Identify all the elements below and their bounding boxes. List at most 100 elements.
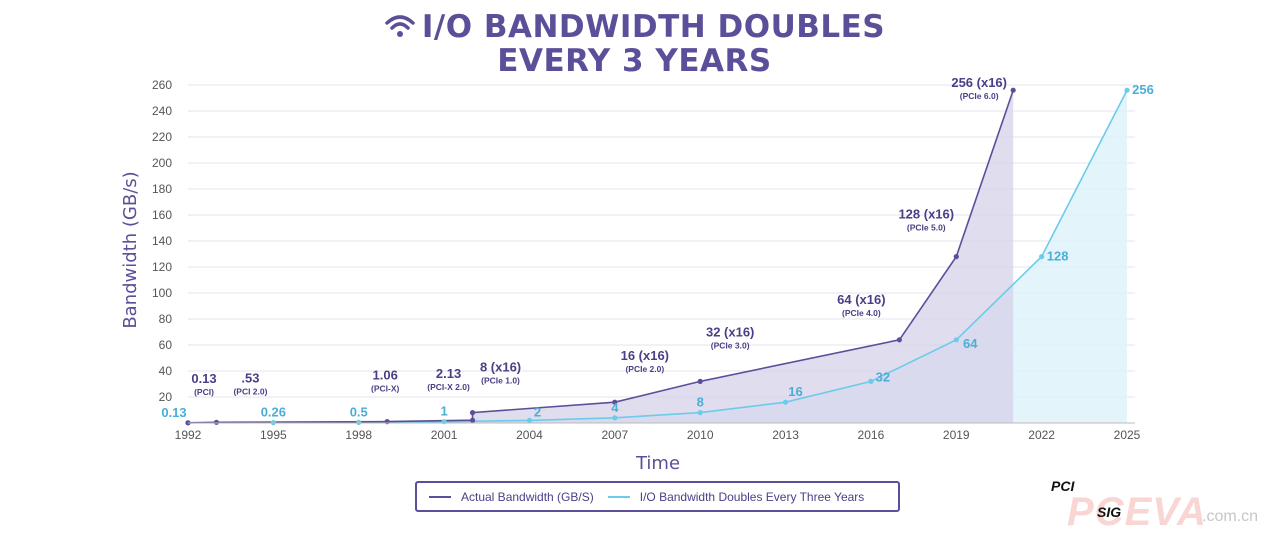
x-tick-label: 2004 — [516, 428, 543, 442]
actual-data-label: 0.13 — [191, 371, 216, 386]
legend-swatch-doubles — [607, 495, 630, 498]
pci-sig-logo: PCEVA .com.cn PCI SIG — [1047, 478, 1258, 534]
doubles-data-label: 0.13 — [161, 405, 186, 420]
area-fills — [188, 90, 1127, 423]
doubles-data-label: 4 — [611, 400, 619, 415]
y-tick-label: 220 — [152, 130, 172, 144]
doubles-point — [782, 399, 789, 405]
title-line-1: I/O BANDWIDTH DOUBLES — [0, 10, 1269, 44]
actual-data-label: 2.13 — [436, 366, 461, 381]
wifi-icon — [385, 15, 415, 37]
doubles-point — [953, 337, 959, 343]
y-tick-label: 240 — [152, 104, 172, 118]
doubles-point — [356, 419, 362, 425]
y-tick-label: 160 — [152, 208, 172, 222]
actual-point — [697, 378, 703, 384]
x-tick-label: 2010 — [687, 428, 714, 442]
series-points — [185, 87, 1130, 426]
actual-point — [213, 419, 220, 425]
actual-data-sublabel: (PCIe 1.0) — [481, 376, 520, 386]
y-tick-label: 120 — [152, 260, 172, 274]
doubles-point — [612, 415, 618, 421]
logo-pci-text: PCI — [1051, 478, 1075, 494]
actual-data-label: .53 — [241, 370, 259, 385]
x-tick-label: 2001 — [431, 428, 458, 442]
actual-series-line — [187, 89, 1014, 424]
x-tick-label: 2016 — [858, 428, 885, 442]
title-line-2: EVERY 3 YEARS — [497, 43, 772, 79]
y-axis-title: Bandwidth (GB/s) — [120, 171, 141, 328]
actual-data-label: 32 (x16) — [706, 324, 754, 339]
doubles-data-label: 64 — [963, 336, 978, 351]
x-axis-title: Time — [635, 453, 680, 474]
x-tick-label: 1998 — [345, 428, 372, 442]
actual-data-sublabel: (PCI 2.0) — [233, 386, 267, 396]
actual-data-sublabel: (PCI) — [194, 387, 214, 397]
x-tick-label: 1992 — [175, 428, 202, 442]
doubles-data-label: 0.26 — [261, 405, 286, 420]
watermark-text: PCEVA — [1067, 490, 1207, 534]
actual-data-label: 128 (x16) — [898, 207, 954, 222]
actual-data-label: 16 (x16) — [621, 348, 669, 363]
x-tick-label: 2019 — [943, 428, 970, 442]
doubles-point — [1039, 254, 1045, 260]
legend-label-doubles: I/O Bandwidth Doubles Every Three Years — [639, 489, 865, 504]
actual-data-label: 64 (x16) — [837, 292, 885, 307]
x-tick-label: 2022 — [1028, 428, 1055, 442]
doubles-data-label: 0.5 — [350, 404, 368, 419]
actual-point — [1010, 87, 1016, 93]
chart-title: I/O BANDWIDTH DOUBLES EVERY 3 YEARS — [0, 10, 1269, 78]
actual-area-fill — [188, 90, 1014, 423]
doubles-data-label: 8 — [697, 395, 704, 410]
actual-data-sublabel: (PCIe 6.0) — [960, 91, 999, 101]
doubles-data-label: 1 — [440, 404, 447, 419]
y-tick-label: 140 — [152, 234, 172, 248]
actual-data-sublabel: (PCIe 3.0) — [711, 340, 750, 350]
title-text-1: I/O BANDWIDTH DOUBLES — [421, 9, 886, 45]
actual-data-sublabel: (PCI-X 2.0) — [427, 382, 470, 392]
actual-point — [953, 254, 959, 260]
doubles-point — [1124, 87, 1130, 93]
actual-data-sublabel: (PCI-X) — [371, 384, 400, 394]
axes: 20 40 60 80 100 120 140 160 180 200 220 240 260 1992 1… — [120, 78, 1141, 474]
doubles-area-fill — [188, 90, 1127, 423]
doubles-data-label: 32 — [876, 369, 890, 384]
doubles-data-label: 16 — [788, 384, 802, 399]
y-tick-label: 260 — [152, 78, 172, 92]
doubles-data-label: 256 — [1132, 82, 1154, 97]
y-tick-label: 200 — [152, 156, 172, 170]
series-lines — [187, 89, 1128, 424]
legend-label-actual: Actual Bandwidth (GB/S) — [461, 489, 594, 504]
actual-point — [612, 399, 618, 405]
y-tick-label: 80 — [159, 312, 173, 326]
legend-item-actual: Actual Bandwidth (GB/S) — [429, 490, 594, 504]
x-tick-label: 2007 — [601, 428, 628, 442]
legend-swatch-actual — [429, 495, 451, 498]
actual-data-label: 256 (x16) — [951, 75, 1007, 90]
x-tick-label: 2013 — [772, 428, 799, 442]
logo-sig-text: SIG — [1097, 504, 1122, 520]
data-labels: 0.13 0.26 0.5 1 2 4 81632641282560.13(PCI).53(… — [161, 75, 1154, 420]
actual-point — [896, 337, 902, 343]
x-tick-label: 2025 — [1114, 428, 1141, 442]
chart-legend: Actual Bandwidth (GB/S) I/O Bandwidth Do… — [415, 481, 900, 512]
actual-data-sublabel: (PCIe 5.0) — [907, 223, 946, 233]
y-tick-label: 60 — [159, 338, 173, 352]
doubles-data-label: 2 — [534, 404, 541, 419]
actual-data-sublabel: (PCIe 2.0) — [625, 364, 664, 374]
doubles-point — [868, 378, 874, 384]
y-tick-label: 100 — [152, 286, 172, 300]
actual-data-label: 1.06 — [373, 368, 398, 383]
x-tick-label: 1995 — [260, 428, 287, 442]
actual-data-label: 8 (x16) — [480, 360, 521, 375]
y-tick-label: 20 — [159, 390, 173, 404]
y-tick-label: 180 — [152, 182, 172, 196]
actual-point — [469, 417, 476, 423]
actual-point — [469, 410, 476, 416]
doubles-point — [697, 410, 703, 416]
y-tick-label: 40 — [159, 364, 173, 378]
legend-item-doubles: I/O Bandwidth Doubles Every Three Years — [607, 489, 865, 504]
doubles-data-label: 128 — [1047, 249, 1069, 264]
actual-data-sublabel: (PCIe 4.0) — [842, 308, 881, 318]
